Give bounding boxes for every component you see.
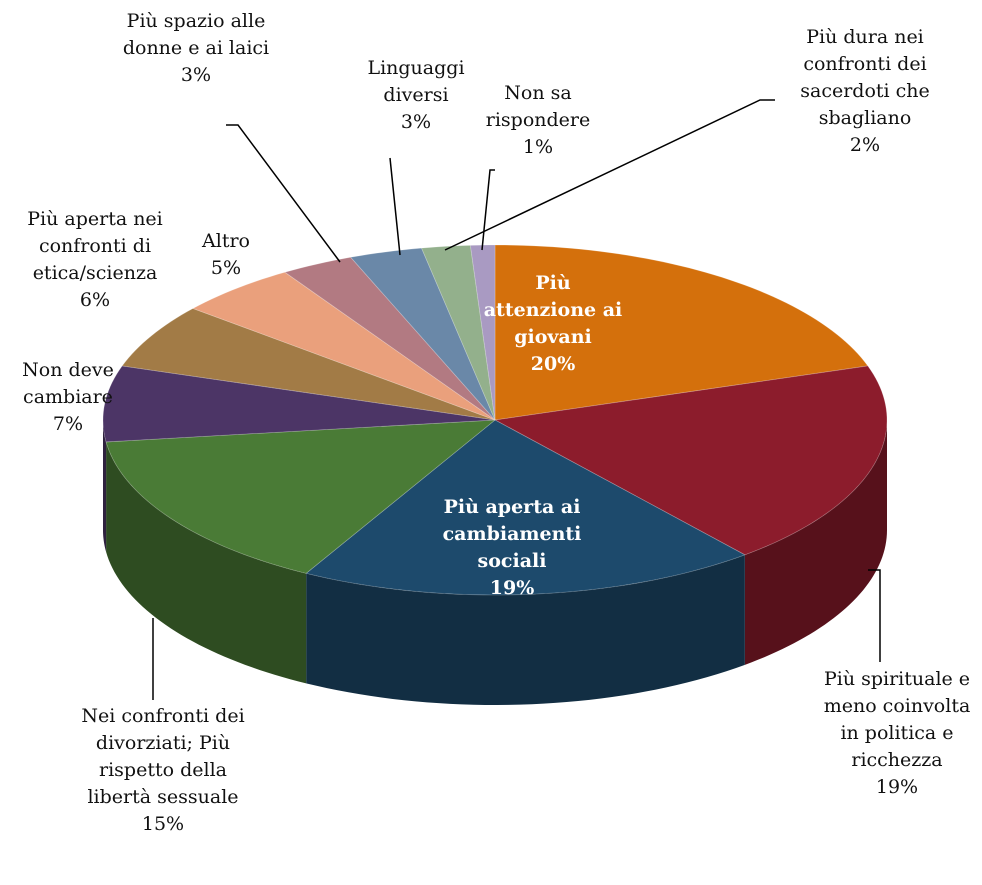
slice — [284, 256, 496, 421]
leader-line — [226, 124, 341, 263]
slice — [494, 244, 869, 421]
category-label: Altro — [202, 230, 250, 252]
data-label: Più spazio alle donne e ai laici 3% — [106, 8, 286, 89]
data-label: Più spirituale e meno coinvolta in polit… — [812, 666, 982, 801]
category-label: Linguaggi diversi — [367, 57, 465, 106]
slice — [121, 308, 496, 421]
value-label: 6% — [79, 289, 111, 311]
value-label: 2% — [849, 134, 881, 156]
category-label: Più spazio alle donne e ai laici — [122, 10, 270, 59]
leader-line — [444, 99, 775, 251]
value-label: 19% — [489, 577, 535, 599]
slice-side — [306, 554, 745, 705]
slice-side — [106, 441, 307, 684]
leader-line — [868, 569, 881, 662]
data-label: Nei confronti dei divorziati; Più rispet… — [68, 703, 258, 838]
value-label: 20% — [530, 353, 576, 375]
category-label: Più aperta nei confronti di etica/scienz… — [27, 208, 163, 284]
value-label: 3% — [400, 111, 432, 133]
slice — [305, 419, 746, 596]
category-label: Più attenzione ai giovani — [483, 272, 623, 348]
slice — [493, 365, 888, 556]
leader-line — [481, 169, 495, 251]
category-label: Più dura nei confronti dei sacerdoti che… — [800, 26, 930, 129]
slice — [105, 419, 497, 574]
value-label: 15% — [141, 813, 185, 835]
data-label: Più aperta ai cambiamenti sociali 19% — [422, 494, 602, 602]
leader-lines — [152, 99, 881, 700]
data-label: Più attenzione ai giovani 20% — [483, 270, 623, 378]
value-label: 7% — [52, 413, 84, 435]
data-label: Non sa rispondere 1% — [473, 80, 603, 161]
slice — [349, 247, 496, 421]
data-label: Non deve cambiare 7% — [3, 357, 133, 438]
value-label: 3% — [180, 64, 212, 86]
slice — [102, 365, 496, 443]
value-label: 1% — [522, 136, 554, 158]
category-label: Più aperta ai cambiamenti sociali — [442, 496, 582, 572]
slice-side — [103, 420, 107, 552]
data-label: Più aperta nei confronti di etica/scienz… — [5, 206, 185, 314]
slice — [191, 271, 496, 421]
data-label: Altro 5% — [181, 228, 271, 282]
slice-side — [744, 420, 887, 665]
slice — [420, 244, 496, 421]
data-label: Più dura nei confronti dei sacerdoti che… — [770, 24, 960, 159]
data-label: Linguaggi diversi 3% — [346, 55, 486, 136]
category-label: Nei confronti dei divorziati; Più rispet… — [81, 705, 245, 808]
value-label: 19% — [875, 776, 919, 798]
category-label: Non deve cambiare — [22, 359, 114, 408]
category-label: Più spirituale e meno coinvolta in polit… — [823, 668, 971, 771]
value-label: 5% — [210, 257, 242, 279]
category-label: Non sa rispondere — [485, 82, 591, 131]
leader-line — [389, 157, 401, 256]
